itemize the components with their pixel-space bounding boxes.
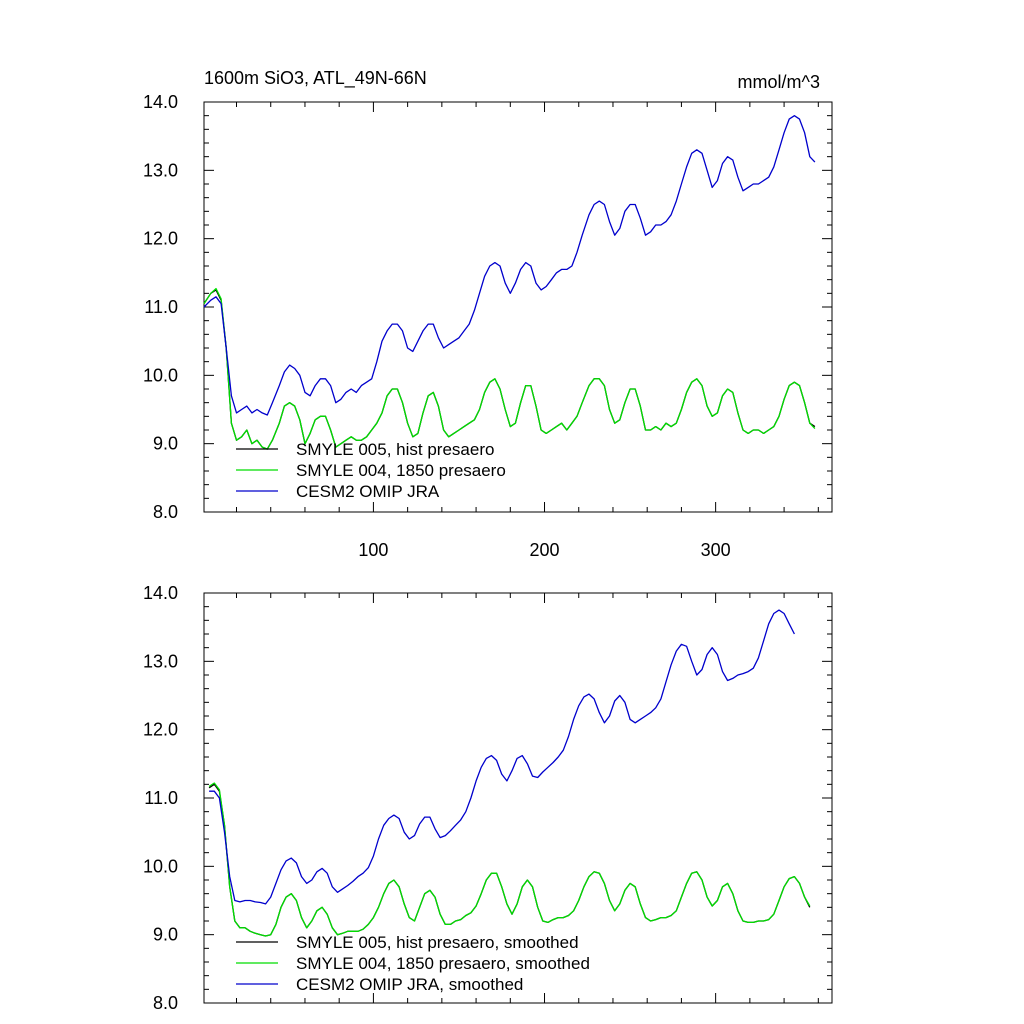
bottom-y-tick-label: 11.0: [144, 788, 178, 808]
bottom-legend-label-1: SMYLE 004, 1850 presaero, smoothed: [296, 954, 590, 973]
top-y-tick-label: 11.0: [144, 297, 178, 317]
bottom-plot-area: [208, 609, 811, 937]
top-x-tick-label: 300: [701, 540, 731, 560]
bottom-series-line-2: [209, 609, 795, 905]
bottom-legend: SMYLE 005, hist presaero, smoothed SMYLE …: [236, 933, 590, 994]
top-axis-ticks: [204, 101, 832, 513]
top-panel: 1600m SiO3, ATL_49N-66N mmol/m^3 8.0 9.0 1…: [143, 68, 833, 560]
top-legend-label-2: CESM2 OMIP JRA: [296, 482, 440, 501]
top-legend: SMYLE 005, hist presaero SMYLE 004, 1850 …: [236, 440, 506, 501]
bottom-y-tick-label: 9.0: [153, 925, 178, 945]
bottom-y-tick-label: 8.0: [153, 993, 178, 1013]
top-y-tick-label: 14.0: [143, 92, 178, 112]
bottom-axis-ticks: [204, 592, 832, 1004]
bottom-legend-label-2: CESM2 OMIP JRA, smoothed: [296, 975, 523, 994]
top-plot-area: [203, 115, 816, 450]
bottom-y-tick-label: 14.0: [143, 583, 178, 603]
top-x-tick-label: 100: [358, 540, 388, 560]
top-legend-label-0: SMYLE 005, hist presaero: [296, 440, 494, 459]
bottom-y-tick-label: 13.0: [143, 651, 178, 671]
top-y-tick-label: 10.0: [143, 365, 178, 385]
top-y-tick-label: 12.0: [143, 229, 178, 249]
bottom-series-line-0: [208, 783, 811, 937]
top-series-line-1: [203, 287, 816, 450]
top-y-tick-label: 9.0: [153, 434, 178, 454]
top-panel-units: mmol/m^3: [738, 72, 820, 92]
top-legend-label-1: SMYLE 004, 1850 presaero: [296, 461, 506, 480]
bottom-series-line-1: [208, 782, 811, 937]
top-y-tick-label: 13.0: [143, 160, 178, 180]
top-panel-title: 1600m SiO3, ATL_49N-66N: [204, 68, 427, 89]
bottom-y-tick-label: 12.0: [143, 720, 178, 740]
bottom-y-tick-label: 10.0: [143, 856, 178, 876]
top-series-line-2: [203, 115, 816, 416]
top-x-tick-label: 200: [529, 540, 559, 560]
bottom-axis-labels: 8.0 9.0 10.0 11.0 12.0 13.0 14.0: [143, 583, 178, 1013]
top-y-tick-label: 8.0: [153, 502, 178, 522]
top-axis-labels: 8.0 9.0 10.0 11.0 12.0 13.0 14.0 100 200 300: [143, 92, 731, 560]
bottom-panel: 8.0 9.0 10.0 11.0 12.0 13.0 14.0 SMYLE 005, hi…: [143, 583, 833, 1013]
bottom-legend-label-0: SMYLE 005, hist presaero, smoothed: [296, 933, 579, 952]
